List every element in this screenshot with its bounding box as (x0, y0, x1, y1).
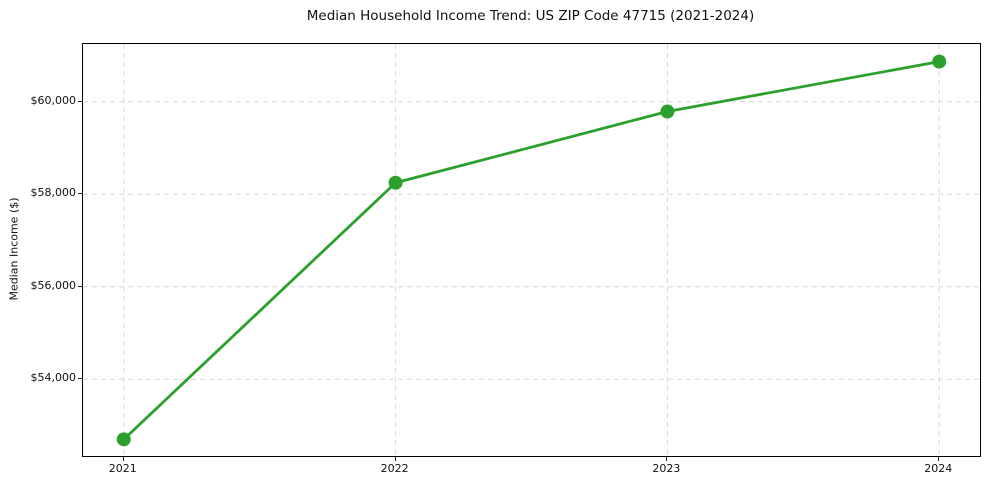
x-tick-mark (122, 456, 124, 461)
y-tick-label: $56,000 (30, 278, 77, 292)
y-tick-mark (78, 193, 83, 195)
x-tick-label: 2024 (924, 462, 953, 475)
x-tick-label: 2022 (380, 462, 409, 475)
x-tick-label: 2021 (108, 462, 137, 475)
x-tick-label: 2023 (652, 462, 681, 475)
data-point (388, 175, 403, 190)
data-point (932, 54, 947, 69)
plot-area (82, 43, 981, 457)
x-tick-mark (938, 456, 940, 461)
x-tick-mark (394, 456, 396, 461)
data-line (122, 60, 940, 441)
y-tick-mark (78, 285, 83, 287)
data-point (116, 432, 131, 447)
y-tick-label: $60,000 (30, 93, 77, 107)
y-tick-label: $58,000 (30, 186, 77, 200)
line-chart-svg (83, 44, 980, 456)
y-tick-mark (78, 378, 83, 380)
y-tick-mark (78, 100, 83, 102)
y-tick-label: $54,000 (30, 371, 77, 385)
x-tick-mark (666, 456, 668, 461)
data-point (660, 104, 675, 119)
chart-title: Median Household Income Trend: US ZIP Co… (306, 8, 755, 24)
